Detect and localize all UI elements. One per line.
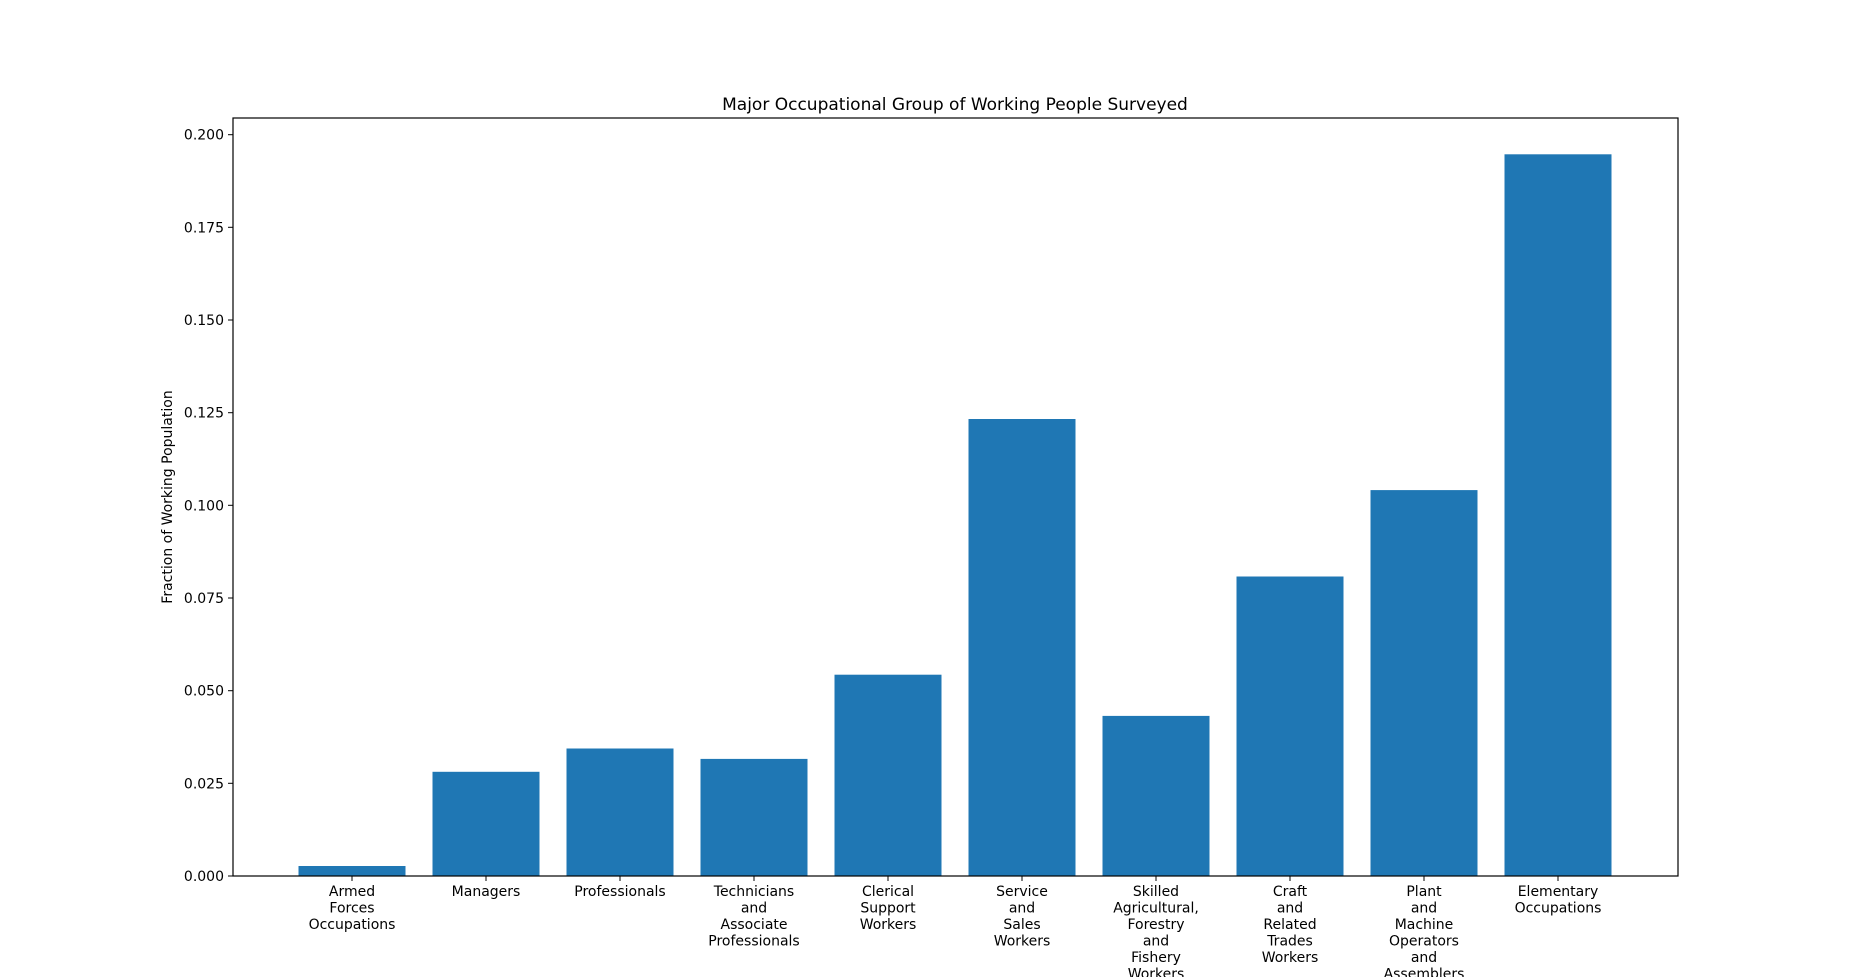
x-tick-label: Plant and Machine Operators and Assemblers [1384,884,1465,977]
y-tick-label: 0.150 [184,313,224,329]
bars-group [298,154,1612,877]
y-tick-label: 0.000 [184,869,224,885]
x-tick-label: Elementary Occupations [1515,884,1602,917]
x-tick-label: Armed Forces Occupations [309,884,396,933]
bar [432,771,540,876]
y-tick-label: 0.075 [184,591,224,607]
y-tick-label: 0.175 [184,220,224,236]
y-axis-label: Fraction of Working Population [160,390,176,603]
x-tick-label: Service and Sales Workers [994,884,1051,950]
y-axis-ticks: 0.000 0.025 0.050 0.075 0.100 0.125 0.150 0.175… [184,128,233,885]
bar [968,419,1076,876]
x-tick-label: Managers [452,884,521,900]
y-tick-label: 0.050 [184,684,224,700]
chart-title: Major Occupational Group of Working Peop… [722,95,1188,115]
plot-area-frame [232,117,1679,877]
bar [1370,490,1478,876]
y-tick-label: 0.125 [184,406,224,422]
bar [1102,715,1210,876]
bar [298,866,406,876]
x-tick-label: Craft and Related Trades Workers [1262,884,1319,966]
bar [834,674,942,876]
bar [1504,154,1612,877]
x-tick-label: Clerical Support Workers [860,884,917,933]
y-tick-label: 0.200 [184,128,224,144]
bar [700,758,808,876]
bar [1236,576,1344,876]
x-axis-ticks: Armed Forces Occupations Managers Profession… [309,876,1602,977]
y-tick-label: 0.025 [184,776,224,792]
x-tick-label: Professionals [574,884,665,900]
x-tick-label: Skilled Agricultural, Forestry and Fishery Wo… [1113,884,1199,977]
x-tick-label: Technicians and Associate Professionals [708,884,799,950]
y-tick-label: 0.100 [184,498,224,514]
bar [566,748,674,876]
